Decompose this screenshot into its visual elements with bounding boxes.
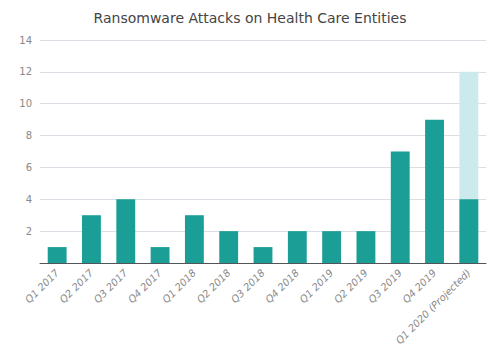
svg-text:Q4 2019: Q4 2019	[400, 267, 439, 306]
svg-text:10: 10	[19, 98, 32, 109]
svg-text:6: 6	[26, 162, 32, 173]
svg-text:Q3 2017: Q3 2017	[92, 267, 130, 305]
svg-text:Q4 2018: Q4 2018	[263, 267, 301, 305]
svg-text:Q2 2017: Q2 2017	[57, 267, 95, 305]
svg-text:Q1 2017: Q1 2017	[23, 267, 61, 305]
svg-text:Q1 2020 (Projected): Q1 2020 (Projected)	[394, 267, 473, 346]
svg-text:4: 4	[26, 194, 32, 205]
svg-text:Q3 2018: Q3 2018	[229, 267, 267, 305]
svg-text:2: 2	[26, 226, 32, 237]
svg-text:Q1 2019: Q1 2019	[297, 267, 335, 305]
svg-text:12: 12	[19, 66, 32, 77]
svg-text:Q2 2019: Q2 2019	[332, 267, 370, 305]
svg-text:Q2 2018: Q2 2018	[195, 267, 233, 305]
svg-text:14: 14	[19, 35, 32, 46]
svg-text:8: 8	[26, 130, 32, 141]
svg-text:Ransomware Attacks on Health C: Ransomware Attacks on Health Care Entiti…	[94, 10, 407, 26]
svg-text:Q3 2019: Q3 2019	[366, 267, 404, 305]
svg-text:Q4 2017: Q4 2017	[126, 267, 164, 305]
svg-text:Q1 2018: Q1 2018	[160, 267, 198, 305]
